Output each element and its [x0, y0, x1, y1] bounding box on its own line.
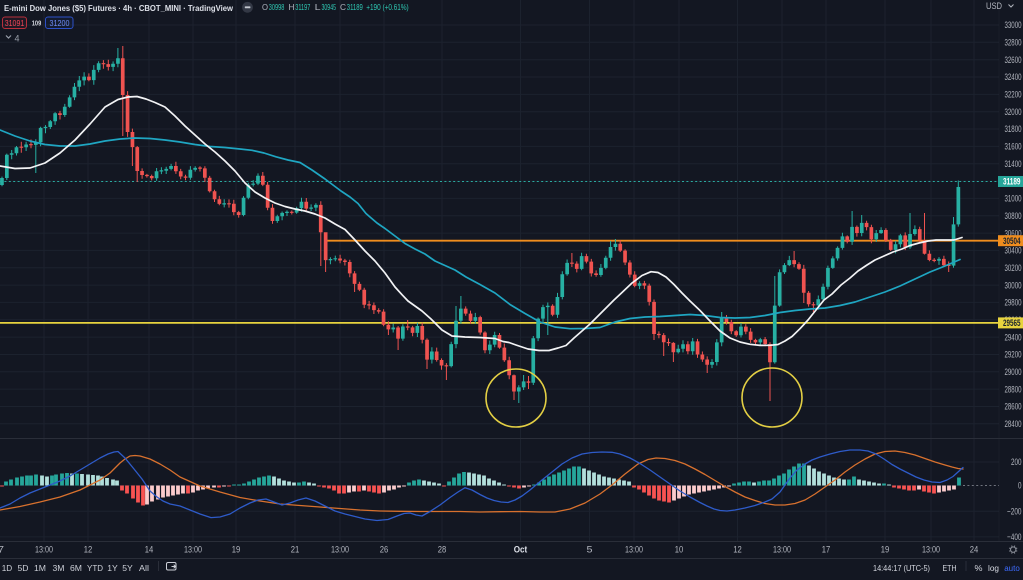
svg-text:7: 7 [0, 545, 4, 555]
svg-text:5D: 5D [18, 563, 29, 573]
svg-text:Oct: Oct [514, 545, 528, 555]
svg-text:All: All [139, 563, 149, 573]
svg-text:14: 14 [145, 545, 154, 555]
svg-text:31189: 31189 [347, 2, 363, 12]
svg-text:−200: −200 [1007, 506, 1022, 516]
svg-text:31600: 31600 [1005, 142, 1022, 152]
svg-text:C: C [340, 2, 346, 12]
svg-text:28800: 28800 [1005, 384, 1022, 394]
svg-text:32200: 32200 [1005, 90, 1022, 100]
svg-text:13:00: 13:00 [773, 545, 791, 555]
svg-text:14:44:17 (UTC-5): 14:44:17 (UTC-5) [873, 563, 930, 573]
svg-text:109: 109 [32, 20, 42, 27]
svg-text:O: O [262, 2, 268, 12]
svg-text:log: log [988, 563, 999, 573]
svg-text:21: 21 [291, 545, 300, 555]
svg-text:1D: 1D [2, 563, 13, 573]
svg-text:29200: 29200 [1005, 350, 1022, 360]
svg-text:12: 12 [84, 545, 93, 555]
svg-text:13:00: 13:00 [331, 545, 349, 555]
svg-text:30600: 30600 [1005, 228, 1022, 238]
svg-text:30998: 30998 [269, 2, 285, 12]
svg-text:31400: 31400 [1005, 159, 1022, 169]
svg-text:19: 19 [881, 545, 890, 555]
svg-text:32800: 32800 [1005, 38, 1022, 48]
svg-text:29565: 29565 [1003, 318, 1021, 328]
svg-text:28600: 28600 [1005, 402, 1022, 412]
svg-text:28400: 28400 [1005, 419, 1022, 429]
svg-text:30800: 30800 [1005, 211, 1022, 221]
svg-text:32000: 32000 [1005, 107, 1022, 117]
svg-text:13:00: 13:00 [35, 545, 53, 555]
svg-text:30945: 30945 [322, 2, 337, 12]
svg-text:30200: 30200 [1005, 263, 1022, 273]
svg-text:1Y: 1Y [107, 563, 118, 573]
svg-text:%: % [975, 563, 983, 573]
svg-text:28: 28 [438, 545, 447, 555]
svg-text:ETH: ETH [943, 563, 957, 573]
svg-text:5Y: 5Y [122, 563, 133, 573]
svg-text:24: 24 [970, 545, 979, 555]
svg-text:YTD: YTD [87, 563, 103, 573]
svg-text:13:00: 13:00 [184, 545, 202, 555]
svg-text:0: 0 [1018, 481, 1022, 491]
svg-text:13:00: 13:00 [922, 545, 940, 555]
svg-text:31800: 31800 [1005, 124, 1022, 134]
svg-text:32600: 32600 [1005, 55, 1022, 65]
svg-text:5: 5 [587, 545, 593, 555]
svg-text:13:00: 13:00 [625, 545, 643, 555]
svg-text:−400: −400 [1007, 532, 1022, 542]
svg-text:10: 10 [675, 545, 684, 555]
svg-text:31200: 31200 [50, 19, 70, 28]
svg-text:26: 26 [380, 545, 389, 555]
svg-text:17: 17 [822, 545, 831, 555]
svg-text:29800: 29800 [1005, 298, 1022, 308]
svg-text:19: 19 [232, 545, 241, 555]
svg-text:29000: 29000 [1005, 367, 1022, 377]
svg-text:1M: 1M [34, 563, 46, 573]
svg-text:32400: 32400 [1005, 72, 1022, 82]
svg-text:30000: 30000 [1005, 280, 1022, 290]
svg-text:33000: 33000 [1005, 20, 1022, 30]
svg-text:31000: 31000 [1005, 194, 1022, 204]
svg-text:12: 12 [733, 545, 742, 555]
svg-text:E-mini Dow Jones ($5) Futures: E-mini Dow Jones ($5) Futures · 4h · CBO… [4, 3, 233, 13]
svg-text:USD: USD [986, 1, 1002, 11]
svg-text:29400: 29400 [1005, 332, 1022, 342]
svg-text:31197: 31197 [295, 2, 310, 12]
svg-text:3M: 3M [53, 563, 65, 573]
svg-text:4: 4 [15, 34, 20, 44]
svg-text:H: H [289, 2, 295, 12]
svg-text:+190 (+0.61%): +190 (+0.61%) [366, 2, 409, 12]
svg-text:30400: 30400 [1005, 246, 1022, 256]
svg-text:auto: auto [1004, 563, 1020, 573]
svg-text:6M: 6M [70, 563, 82, 573]
svg-text:31189: 31189 [1003, 177, 1021, 187]
svg-text:200: 200 [1011, 457, 1022, 467]
svg-text:L: L [315, 2, 321, 12]
svg-text:30504: 30504 [1003, 236, 1021, 246]
svg-text:31091: 31091 [5, 19, 25, 28]
